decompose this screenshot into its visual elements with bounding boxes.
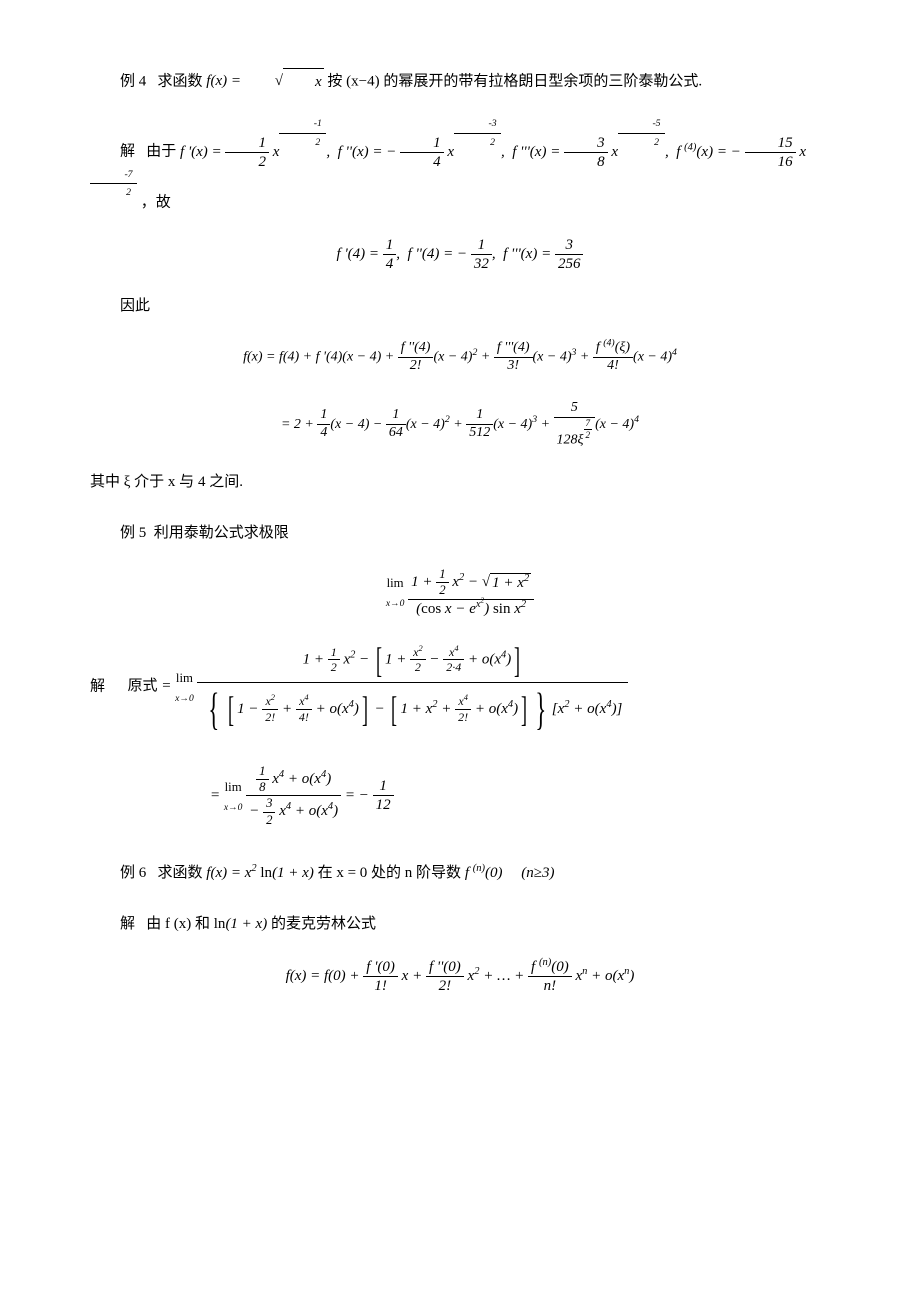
ex5-sol-label: 解 — [90, 678, 105, 694]
ex6-by: 由 f (x) 和 — [146, 916, 210, 932]
ex6-text2: 在 x = 0 处的 n 阶导数 — [318, 865, 461, 881]
ex6-maclaurin: 的麦克劳林公式 — [271, 916, 376, 932]
ex4-hence: ，故 — [141, 194, 171, 210]
ex5-solution: 解 原式 = limx→0 1 + 12 x2 − [1 + x22 − x42… — [90, 638, 830, 736]
ex4-label: 例 4 — [120, 73, 146, 89]
ex4-solution-start: 解 由于 f '(x) = 12 x -1 2, f ''(x) = − 14 … — [90, 120, 830, 216]
example-4-statement: 例 4 求函数 f(x) = √x 按 (x−4) 的幂展开的带有拉格朗日型余项… — [90, 68, 830, 96]
ex6-text1: 求函数 — [158, 865, 203, 881]
ex5-title: 利用泰勒公式求极限 — [154, 525, 289, 541]
example-6-statement: 例 6 求函数 f(x) = x2 ln(1 + x) 在 x = 0 处的 n… — [90, 860, 830, 887]
ex4-since: 由于 — [146, 144, 176, 160]
ex4-therefore: 因此 — [90, 293, 830, 320]
ex4-expansion: f(x) = f(4) + f '(4)(x − 4) + f ''(4)2!(… — [90, 340, 830, 449]
ex6-ln: ln(1 + x) — [214, 916, 271, 932]
ex6-label: 例 6 — [120, 865, 146, 881]
ex5-step1: 原式 = limx→0 1 + 12 x2 − [1 + x22 − x42·4… — [128, 678, 629, 694]
ex4-fx: f(x) = √x — [206, 73, 323, 89]
ex4-text2: 按 (x−4) 的幂展开的带有拉格朗日型余项的三阶泰勒公式. — [327, 73, 702, 89]
ex5-step2: = limx→0 18 x4 + o(x4) − 32 x4 + o(x4) =… — [90, 764, 830, 828]
ex4-where: 其中 ξ 介于 x 与 4 之间. — [90, 469, 830, 496]
ex6-sol-label: 解 — [120, 916, 135, 932]
ex4-values: f '(4) = 14, f ''(4) = − 132, f '''(x) =… — [90, 236, 830, 273]
ex4-sol-label: 解 — [120, 144, 135, 160]
ex6-solution: 解 由 f (x) 和 ln(1 + x) 的麦克劳林公式 — [90, 911, 830, 938]
ex4-derivatives: f '(x) = 12 x -1 2, f ''(x) = − 14 x -3 … — [90, 144, 806, 211]
ex6-cond: (n≥3) — [521, 865, 554, 881]
example-5-statement: 例 5 利用泰勒公式求极限 — [90, 520, 830, 547]
ex4-text1: 求函数 — [158, 73, 203, 89]
ex5-limit: limx→0 1 + 12 x2 − √1 + x2 (cos x − ex2)… — [90, 567, 830, 618]
ex6-fx: f(x) = x2 ln(1 + x) — [206, 865, 317, 881]
ex5-label: 例 5 — [120, 525, 146, 541]
ex6-mac-expr: f(x) = f(0) + f '(0)1! x + f ''(0)2! x2 … — [90, 958, 830, 995]
ex6-fn0: f (n)(0) — [465, 865, 503, 881]
